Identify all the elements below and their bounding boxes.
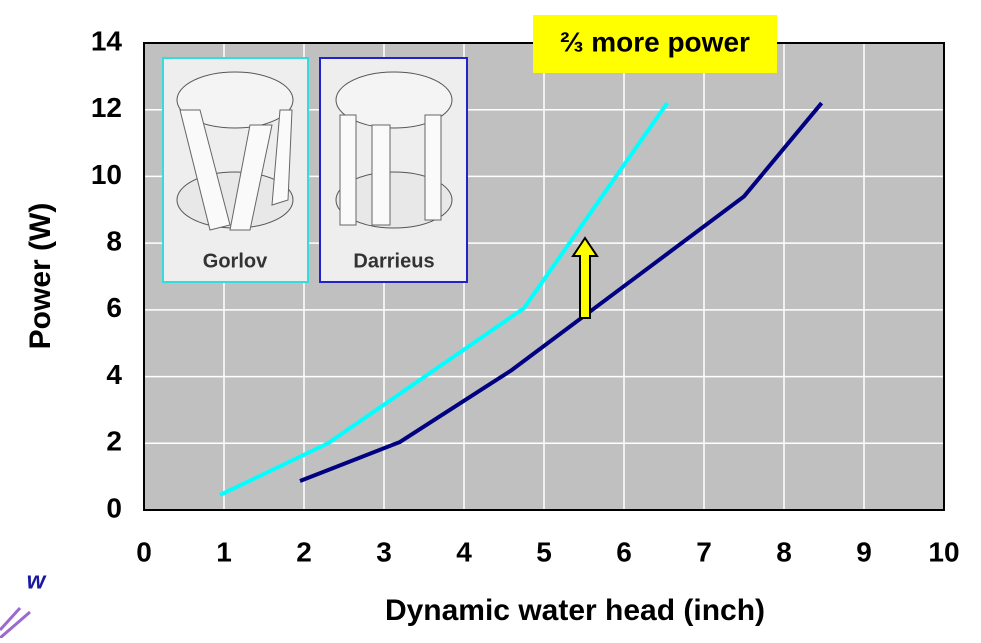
legend-label: Gorlov: [203, 250, 268, 272]
y-tick-label: 6: [106, 292, 122, 323]
x-tick-label: 3: [376, 536, 392, 567]
x-tick-label: 4: [456, 536, 472, 567]
y-tick-label: 0: [106, 492, 122, 523]
darrieus-inset: Darrieus: [320, 58, 467, 282]
x-tick-label: 7: [696, 536, 712, 567]
gorlov-inset: Gorlov: [163, 58, 308, 282]
decoration: [0, 608, 30, 638]
x-tick-label: 10: [928, 536, 959, 567]
corner-text: w: [27, 567, 47, 594]
x-tick-label: 6: [616, 536, 632, 567]
x-tick-label: 8: [776, 536, 792, 567]
y-tick-label: 10: [91, 159, 122, 190]
x-tick-label: 9: [856, 536, 872, 567]
x-tick-label: 1: [216, 536, 232, 567]
y-tick-label: 8: [106, 226, 122, 257]
x-tick-label: 5: [536, 536, 552, 567]
y-tick-label: 4: [106, 359, 122, 390]
x-tick-label: 0: [136, 536, 152, 567]
y-axis-label: Power (W): [24, 203, 57, 350]
chart: Gorlov Darrieus ⅔ more power Dynamic wat…: [0, 0, 981, 638]
x-axis-label: Dynamic water head (inch): [385, 594, 765, 627]
y-tick-label: 14: [91, 25, 123, 56]
y-tick-label: 2: [106, 426, 122, 457]
annotation: ⅔ more power: [560, 26, 750, 57]
x-tick-label: 2: [296, 536, 312, 567]
legend-label: Darrieus: [353, 250, 434, 272]
y-tick-label: 12: [91, 92, 122, 123]
